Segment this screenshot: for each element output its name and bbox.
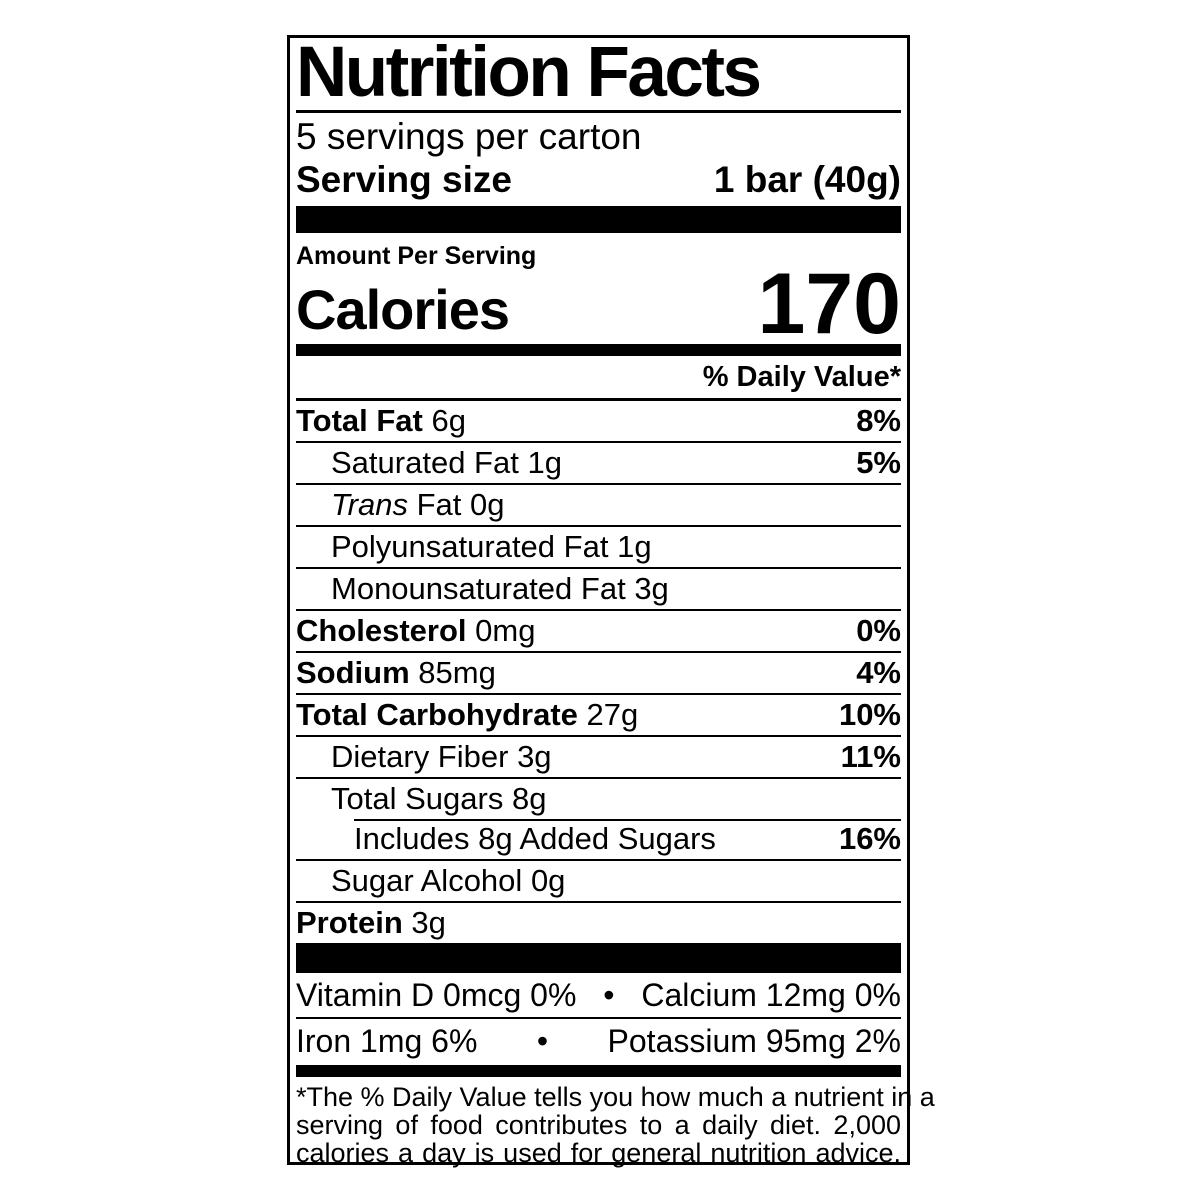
nutrient-row-sugar-alcohol: Sugar Alcohol 0g bbox=[296, 859, 901, 901]
footnote-line: calories a day is used for general nutri… bbox=[296, 1138, 901, 1168]
nutrient-row-protein: Protein 3g bbox=[296, 901, 901, 943]
daily-value-header: % Daily Value* bbox=[296, 356, 901, 401]
nutrient-name-amount: Trans Fat 0g bbox=[331, 487, 505, 522]
title-text: Nutrition Facts bbox=[296, 33, 762, 112]
bullet-separator: • bbox=[603, 977, 615, 1013]
nutrient-dv: 5% bbox=[856, 445, 901, 480]
calories-value: 170 bbox=[757, 256, 902, 352]
servings-per-container: 5 servings per carton bbox=[296, 116, 642, 157]
nutrient-row-monounsaturated-fat: Monounsaturated Fat 3g bbox=[296, 567, 901, 609]
nutrient-name-amount: Total Carbohydrate 27g bbox=[296, 697, 639, 732]
thick-separator-bar-top bbox=[296, 206, 901, 233]
nutrient-name-amount: Monounsaturated Fat 3g bbox=[331, 571, 669, 606]
amount-per-serving-label: Amount Per Serving bbox=[296, 242, 537, 270]
nutrient-row-sodium: Sodium 85mg 4% bbox=[296, 651, 901, 693]
thick-separator-bar-bottom bbox=[296, 943, 901, 973]
micronutrient-right: Potassium 95mg 2% bbox=[607, 1023, 901, 1059]
nutrient-name-amount: Total Sugars 8g bbox=[331, 781, 547, 816]
bullet-separator: • bbox=[536, 1023, 549, 1059]
micronutrient-right: Calcium 12mg 0% bbox=[641, 977, 901, 1013]
nutrient-row-total-sugars: Total Sugars 8g bbox=[296, 777, 901, 819]
partial-hairline bbox=[354, 819, 901, 821]
serving-size-label: Serving size bbox=[296, 159, 512, 200]
nutrient-dv: 4% bbox=[856, 655, 901, 690]
serving-size-value: 1 bar (40g) bbox=[713, 159, 901, 200]
nutrient-dv: 8% bbox=[856, 403, 901, 438]
nutrient-row-total-fat: Total Fat 6g 8% bbox=[296, 401, 901, 441]
serving-size-row: Serving size 1 bar (40g) bbox=[296, 158, 901, 202]
nutrient-row-polyunsaturated-fat: Polyunsaturated Fat 1g bbox=[296, 525, 901, 567]
nutrient-name-amount: Sugar Alcohol 0g bbox=[331, 863, 566, 898]
nutrient-row-total-carbohydrate: Total Carbohydrate 27g 10% bbox=[296, 693, 901, 735]
footnote-line: serving of food contributes to a daily d… bbox=[296, 1110, 901, 1140]
micronutrient-left: Iron 1mg 6% bbox=[296, 1023, 478, 1059]
nutrient-dv: 10% bbox=[838, 697, 901, 732]
nutrient-row-saturated-fat: Saturated Fat 1g 5% bbox=[296, 441, 901, 483]
medium-separator-bar-footnote bbox=[296, 1065, 901, 1077]
nutrient-row-cholesterol: Cholesterol 0mg 0% bbox=[296, 609, 901, 651]
nutrient-name-amount: Includes 8g Added Sugars bbox=[354, 821, 716, 856]
micronutrient-left: Vitamin D 0mcg 0% bbox=[296, 977, 577, 1013]
medium-separator-bar-calories bbox=[296, 344, 901, 356]
nutrient-name-amount: Sodium 85mg bbox=[296, 655, 496, 690]
micronutrient-row-vitd-calcium: Vitamin D 0mcg 0% • Calcium 12mg 0% bbox=[296, 973, 901, 1017]
nutrient-name-amount: Cholesterol 0mg bbox=[296, 613, 536, 648]
nutrition-facts-label: Nutrition Facts 5 servings per carton Se… bbox=[287, 33, 935, 1168]
nutrient-dv: 11% bbox=[840, 739, 901, 774]
nutrient-name-amount: Saturated Fat 1g bbox=[331, 445, 562, 480]
daily-value-footnote: *The % Daily Value tells you how much a … bbox=[296, 1077, 935, 1168]
nutrition-facts-title: Nutrition Facts bbox=[296, 33, 901, 113]
calories-label: Calories bbox=[296, 278, 510, 341]
micronutrient-row-iron-potassium: Iron 1mg 6% • Potassium 95mg 2% bbox=[296, 1017, 901, 1063]
calories-row: Calories 170 bbox=[296, 256, 902, 352]
nutrient-name-amount: Total Fat 6g bbox=[296, 403, 466, 438]
nutrient-row-trans-fat: Trans Fat 0g bbox=[296, 483, 901, 525]
nutrient-name-amount: Dietary Fiber 3g bbox=[331, 739, 552, 774]
nutrient-row-dietary-fiber: Dietary Fiber 3g 11% bbox=[296, 735, 901, 777]
footnote-line: *The % Daily Value tells you how much a … bbox=[296, 1082, 935, 1112]
nutrient-name-amount: Polyunsaturated Fat 1g bbox=[331, 529, 652, 564]
nutrient-dv: 0% bbox=[856, 613, 901, 648]
nutrient-row-added-sugars: Includes 8g Added Sugars 16% bbox=[296, 819, 901, 859]
nutrient-name-amount: Protein 3g bbox=[296, 905, 446, 940]
nutrient-dv: 16% bbox=[838, 821, 901, 856]
